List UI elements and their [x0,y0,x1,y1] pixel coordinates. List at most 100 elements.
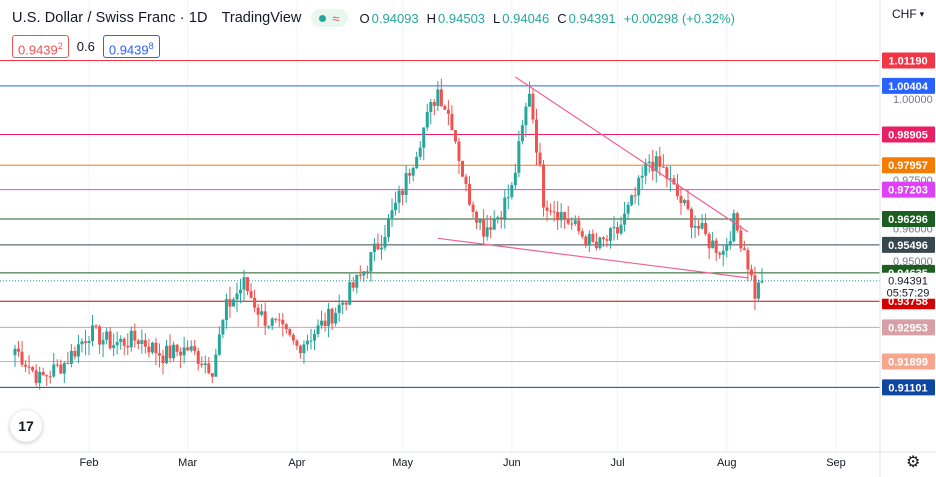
candle-body [453,130,457,142]
candle-body [418,147,422,157]
candle-body [460,160,464,177]
candle-body [313,334,317,341]
candle-body [200,363,204,365]
candle-body [485,227,489,237]
candle-body [45,375,49,377]
candle-body [566,218,570,224]
high-label: H [426,10,437,26]
candle-body [756,282,760,299]
market-status-pill[interactable]: ≈ [311,9,348,27]
candle-body [468,184,472,205]
candle-body [732,213,736,242]
time-axis[interactable]: Feb Mar Apr May Jun Jul Aug Sep [0,451,936,469]
gear-icon[interactable]: ⚙ [906,454,921,471]
candle-body [570,223,574,225]
current-price-tag [882,272,935,299]
price-axis[interactable]: 1.000000.980000.975000.960000.950000.940… [879,0,935,477]
currency-selector[interactable]: CHF ▾ [892,7,924,21]
candle-body [489,227,493,230]
candle-body [358,274,362,276]
level-price-tag [882,319,935,336]
candle-body [186,347,190,351]
level-price-label: 0.93758 [888,296,928,308]
candle-body [612,227,616,229]
level-price-tag [882,353,935,370]
trendline [437,237,748,279]
level-price-label: 1.00404 [888,81,929,93]
buy-button[interactable]: 0.94398 [102,35,160,58]
candle-body [432,102,436,106]
candle-body [450,113,454,131]
candle-body [422,127,426,148]
candle-body [129,330,133,348]
level-price-label: 0.97957 [888,160,928,172]
candle-body [556,211,560,221]
tradingview-logo-icon[interactable]: 17 [10,410,42,442]
candle-body [80,341,84,345]
candle-body [411,167,415,176]
candle-body [577,220,581,232]
candle-body [66,363,70,365]
level-price-label: 1.01190 [888,55,927,67]
candle-body [207,363,211,374]
level-price-label: 0.91899 [888,356,928,368]
candle-body [83,341,87,343]
candle-body [119,338,123,342]
current-price-label: 0.94391 [888,276,928,288]
candle-body [601,237,605,240]
candle-body [150,342,154,353]
candle-body [147,346,151,353]
candlestick-series [13,78,764,390]
candle-body [362,271,366,276]
level-price-tag [882,126,935,143]
candle-body [545,207,549,211]
candle-body [534,119,538,153]
candle-body [52,364,56,377]
candle-body [728,241,732,246]
candle-body [235,293,239,300]
symbol-title[interactable]: U.S. Dollar / Swiss Franc · 1D [12,10,208,26]
candle-body [616,227,620,234]
sell-button[interactable]: 0.94392 [12,35,69,58]
candle-body [13,348,17,356]
candle-body [76,344,80,357]
legend-header: U.S. Dollar / Swiss Franc · 1D TradingVi… [12,8,741,28]
candle-body [284,324,288,330]
candle-body [69,350,73,364]
candle-body [464,176,468,185]
candle-body [327,308,331,327]
candle-body [630,195,634,205]
candle-body [626,204,630,214]
candle-body [408,173,412,176]
candle-body [270,318,274,326]
candle-body [182,347,186,356]
candle-body [165,345,169,364]
candle-body [415,156,419,168]
candle-body [323,320,327,327]
level-price-label: 0.96296 [888,214,928,226]
candle-body [672,178,676,185]
candle-body [337,304,341,313]
candle-body [499,217,503,219]
candle-body [760,280,764,283]
candle-body [281,319,285,325]
candle-body [552,211,556,213]
candle-body [492,219,496,230]
candle-body [175,344,179,352]
candle-body [538,152,542,165]
candle-body [637,177,641,196]
candle-body [277,319,281,321]
candle-body [210,373,214,377]
candle-body [527,93,531,107]
candle-body [196,351,200,364]
level-price-label: 0.97203 [888,185,928,197]
open-label: O [359,10,370,26]
low-label: L [493,10,501,26]
candle-body [239,289,243,294]
candle-body [136,340,140,344]
candle-body [668,178,672,180]
candle-body [693,225,697,228]
candle-body [746,250,750,270]
candle-body [267,325,271,327]
